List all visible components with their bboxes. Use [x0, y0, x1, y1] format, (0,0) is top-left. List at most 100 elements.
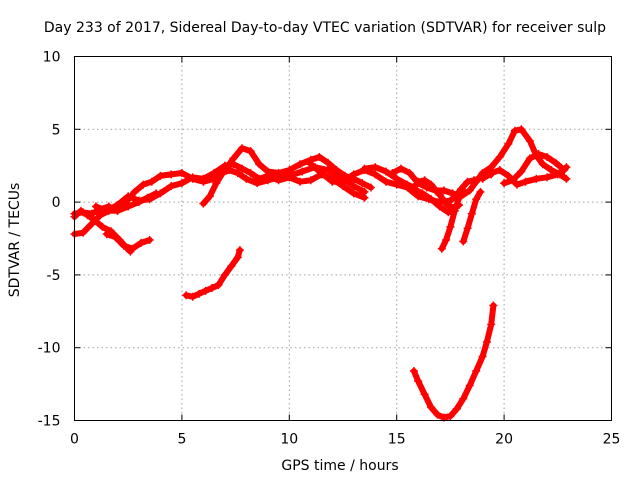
data-point [543, 152, 552, 161]
grid [74, 56, 612, 421]
data-point [210, 168, 219, 177]
data-point [510, 126, 519, 135]
data-point [418, 189, 427, 198]
data-point [306, 160, 315, 169]
data-point [381, 177, 390, 186]
data-point [137, 238, 146, 247]
data-point [87, 209, 96, 218]
data-point [396, 164, 405, 173]
data-point [177, 168, 186, 177]
data-point [512, 180, 521, 189]
data-point [91, 202, 100, 211]
data-point [225, 166, 234, 175]
data-point [238, 164, 247, 173]
series-track-3 [102, 230, 154, 253]
data-point [199, 199, 208, 208]
data-point [439, 186, 448, 195]
data-point [463, 224, 472, 233]
data-point [360, 164, 369, 173]
data-point [459, 186, 468, 195]
data-point [560, 166, 569, 175]
x-tick-label: 10 [280, 432, 298, 448]
data-point [218, 168, 227, 177]
data-point [525, 136, 534, 145]
data-point [229, 160, 238, 169]
data-point [500, 179, 509, 188]
data-point [551, 158, 560, 167]
data-point [188, 173, 197, 182]
y-tick-label: -15 [38, 414, 61, 430]
data-point [130, 187, 139, 196]
data-point [145, 235, 154, 244]
data-point [381, 167, 390, 176]
data-point [177, 179, 186, 188]
data-point [147, 177, 156, 186]
data-point [562, 174, 571, 183]
x-tick-label: 25 [603, 432, 621, 448]
data-point [525, 154, 534, 163]
series-band [307, 161, 495, 206]
data-point [315, 152, 324, 161]
data-point [472, 195, 481, 204]
data-point [532, 174, 541, 183]
data-point [459, 394, 468, 403]
data-point [195, 289, 204, 298]
data-point [188, 292, 197, 301]
plot-frame [74, 56, 612, 421]
data-point [156, 171, 165, 180]
data-point [521, 177, 530, 186]
data-point [349, 189, 358, 198]
data-point [145, 195, 154, 204]
data-point [113, 201, 122, 210]
data-point [167, 182, 176, 191]
data-point [476, 187, 485, 196]
data-point [128, 244, 137, 253]
data-point [448, 189, 457, 198]
data-point [360, 187, 369, 196]
data-point [454, 193, 463, 202]
data-point [134, 196, 143, 205]
data-point [214, 281, 223, 290]
y-axis: -15 -10 -5 0 5 10 [38, 50, 612, 430]
data-point [339, 177, 347, 186]
data-point [403, 180, 412, 189]
data-point [538, 160, 547, 169]
y-tick-label: -10 [38, 341, 61, 357]
data-point [489, 301, 498, 310]
data-point [102, 230, 111, 239]
data-point [285, 171, 294, 180]
data-point [517, 167, 526, 176]
data-point [139, 180, 148, 189]
data-point [414, 179, 423, 188]
data-point [427, 195, 436, 204]
data-point [227, 262, 236, 271]
x-tick-label: 15 [388, 432, 406, 448]
data-point [422, 183, 431, 192]
data-point [212, 179, 221, 188]
data-point [238, 144, 247, 153]
data-point [246, 168, 255, 177]
data-point [79, 208, 88, 217]
data-point [349, 170, 358, 179]
series-track-15 [478, 163, 571, 189]
data-point [98, 222, 107, 231]
data-point [296, 177, 305, 186]
data-point [328, 177, 337, 186]
data-point [459, 237, 468, 246]
data-series [70, 125, 571, 422]
data-point [427, 403, 436, 412]
data-point [420, 176, 429, 185]
data-point [495, 166, 504, 175]
data-point [472, 366, 481, 375]
data-point [478, 352, 487, 361]
data-point [124, 192, 133, 201]
data-point [487, 168, 496, 177]
y-axis-label: SDTVAR / TECUs [7, 183, 23, 298]
data-point [246, 147, 255, 156]
data-point [255, 160, 264, 169]
data-point [317, 168, 326, 177]
data-point [482, 337, 491, 346]
data-point [253, 179, 262, 188]
data-point [306, 176, 315, 185]
